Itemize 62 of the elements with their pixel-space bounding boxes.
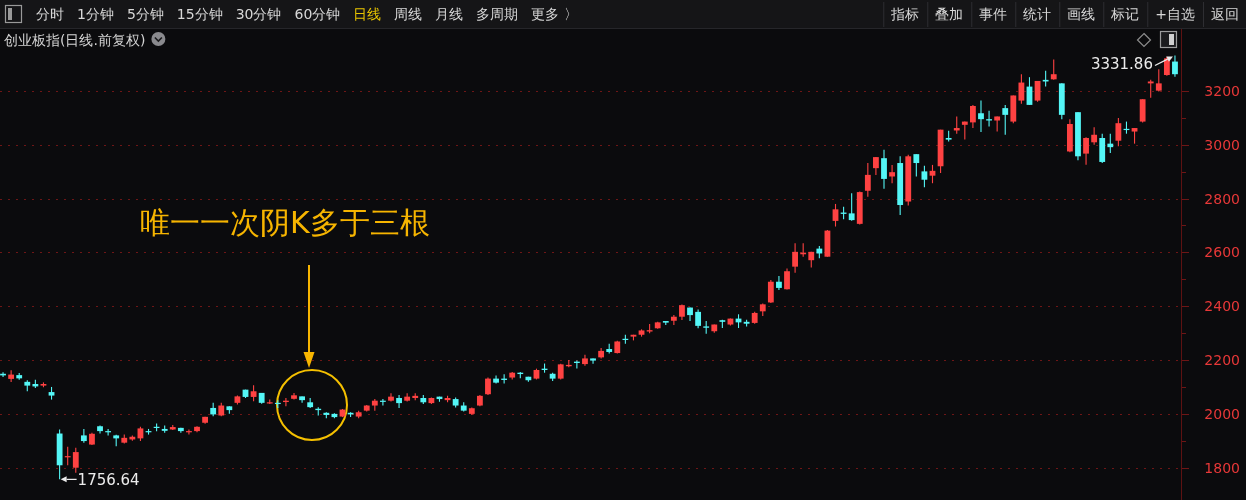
candlestick	[970, 104, 976, 129]
candlestick	[848, 192, 855, 222]
y-tick-label: 2600	[1204, 244, 1240, 261]
candlestick	[1018, 73, 1025, 105]
text: 月线	[435, 6, 464, 22]
chart-title: 创业板指(日线.前复权)	[4, 32, 146, 48]
text: 多周期	[476, 6, 519, 22]
text: 更多 〉	[531, 6, 578, 22]
y-tick-label: 3200	[1204, 82, 1240, 99]
text: 1分钟	[77, 6, 114, 22]
candlestick	[396, 394, 402, 409]
y-tick-label: 2400	[1204, 298, 1240, 315]
annotation: 唯一一次阴K多于三根	[140, 204, 430, 240]
candlestick	[1115, 117, 1122, 147]
candlestick	[921, 165, 928, 188]
candlestick	[590, 357, 596, 365]
candlestick	[1050, 58, 1057, 81]
candlestick	[1163, 56, 1170, 77]
candlestick	[1091, 126, 1098, 146]
y-tick-label: 3000	[1204, 136, 1240, 153]
text: 事件	[979, 6, 1008, 22]
candlestick	[864, 162, 871, 198]
y-tick-label: 2000	[1204, 405, 1240, 422]
text: 指标	[890, 6, 920, 22]
y-tick-label: 2200	[1204, 352, 1240, 369]
text: 统计	[1023, 6, 1052, 22]
candlestick	[1107, 133, 1114, 154]
candlestick	[767, 279, 774, 304]
candlestick	[1099, 133, 1106, 164]
annotation: 1756.64	[77, 471, 140, 490]
candlestick	[784, 267, 790, 291]
text: 30分钟	[235, 6, 282, 22]
candlestick	[832, 203, 839, 228]
text: 60分钟	[294, 6, 341, 22]
candlestick	[913, 153, 920, 178]
candlestick	[1083, 136, 1089, 166]
candlestick	[978, 100, 984, 133]
candlestick	[792, 242, 799, 274]
text: 日线	[353, 6, 382, 22]
text: 5分钟	[126, 6, 164, 22]
text: 标记	[1110, 6, 1140, 22]
candlestick	[881, 149, 887, 190]
candlestick	[889, 164, 895, 184]
candlestick	[776, 275, 782, 291]
candlestick	[1002, 104, 1009, 136]
text: 画线	[1067, 6, 1096, 22]
text: 周线	[394, 6, 423, 22]
y-tick-label: 1800	[1204, 459, 1240, 476]
candlestick	[80, 428, 87, 444]
text: 返回	[1211, 6, 1239, 22]
candlestick	[986, 110, 992, 127]
y-tick-label: 2800	[1204, 190, 1240, 207]
annotation: 3331.86	[1090, 55, 1153, 74]
text: 15分钟	[176, 6, 223, 22]
candlestick	[695, 308, 702, 329]
candlestick	[8, 369, 15, 383]
text: +自选	[1155, 6, 1195, 22]
candlestick	[1172, 54, 1178, 78]
candlestick	[670, 314, 677, 326]
text: 叠加	[935, 6, 964, 22]
text: 分时	[36, 6, 64, 22]
candlestick	[72, 447, 79, 474]
